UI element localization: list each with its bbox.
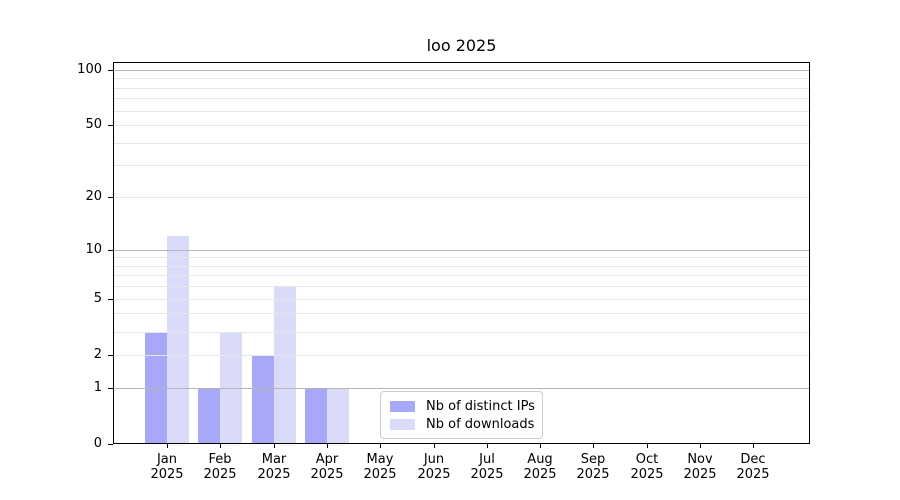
x-tick-year: 2025 <box>683 467 717 482</box>
y-tick-mark <box>108 125 113 126</box>
x-tick-mark <box>274 444 275 448</box>
y-tick-label: 2 <box>93 347 102 362</box>
x-tick-month: Aug <box>527 452 553 467</box>
minor-gridline <box>114 165 809 166</box>
x-tick-year: 2025 <box>630 467 664 482</box>
x-tick-mark <box>647 444 648 448</box>
x-tick-mark <box>753 444 754 448</box>
x-tick-month: Nov <box>687 452 713 467</box>
chart-title: loo 2025 <box>426 36 497 55</box>
x-tick-mark <box>487 444 488 448</box>
y-tick-label: 50 <box>85 117 102 132</box>
legend-label-downloads: Nb of downloads <box>426 416 535 432</box>
bar-downloads-mar <box>274 286 296 444</box>
bar-distinct-ips-apr <box>305 388 327 444</box>
x-tick-year: 2025 <box>203 467 237 482</box>
x-tick-year: 2025 <box>736 467 770 482</box>
x-tick-mark <box>700 444 701 448</box>
x-tick-month: Jun <box>423 452 445 467</box>
minor-gridline <box>114 355 809 356</box>
x-tick-label-oct: Oct 2025 <box>615 452 679 482</box>
bar-distinct-ips-mar <box>252 355 274 444</box>
bar-downloads-jan <box>167 236 189 444</box>
x-tick-month: Feb <box>208 452 232 467</box>
x-tick-mark <box>220 444 221 448</box>
x-tick-label-jun: Jun 2025 <box>402 452 466 482</box>
x-tick-year: 2025 <box>150 467 184 482</box>
x-tick-month: Jan <box>156 452 178 467</box>
x-tick-month: May <box>366 452 394 467</box>
minor-gridline <box>114 286 809 287</box>
minor-gridline <box>114 266 809 267</box>
x-tick-mark <box>434 444 435 448</box>
x-tick-month: Mar <box>261 452 287 467</box>
major-gridline <box>114 388 809 389</box>
x-tick-year: 2025 <box>417 467 451 482</box>
y-tick-mark <box>108 388 113 389</box>
minor-gridline <box>114 275 809 276</box>
minor-gridline <box>114 143 809 144</box>
x-tick-label-aug: Aug 2025 <box>508 452 572 482</box>
y-tick-label: 10 <box>85 242 102 257</box>
y-tick-label: 5 <box>93 291 102 306</box>
x-tick-month: Oct <box>635 452 659 467</box>
x-tick-month: Dec <box>740 452 766 467</box>
minor-gridline <box>114 125 809 126</box>
y-tick-label: 100 <box>77 62 102 77</box>
y-tick-label: 20 <box>85 189 102 204</box>
y-tick-mark <box>108 70 113 71</box>
x-tick-mark <box>540 444 541 448</box>
legend-swatch-downloads <box>390 418 415 430</box>
y-tick-label: 1 <box>93 380 102 395</box>
x-tick-year: 2025 <box>363 467 397 482</box>
x-tick-month: Apr <box>315 452 339 467</box>
bar-distinct-ips-feb <box>198 388 220 444</box>
y-tick-mark <box>108 250 113 251</box>
minor-gridline <box>114 332 809 333</box>
x-tick-year: 2025 <box>470 467 504 482</box>
legend-swatch-distinct-ips <box>390 400 415 412</box>
minor-gridline <box>114 98 809 99</box>
x-tick-label-dec: Dec 2025 <box>721 452 785 482</box>
x-tick-year: 2025 <box>523 467 557 482</box>
y-tick-label: 0 <box>93 436 102 451</box>
minor-gridline <box>114 88 809 89</box>
x-tick-label-jul: Jul 2025 <box>455 452 519 482</box>
x-tick-label-nov: Nov 2025 <box>668 452 732 482</box>
legend-item-downloads: Nb of downloads <box>390 415 535 433</box>
x-tick-mark <box>380 444 381 448</box>
y-tick-mark <box>108 197 113 198</box>
legend-label-distinct-ips: Nb of distinct IPs <box>426 398 535 414</box>
y-tick-mark <box>108 299 113 300</box>
x-tick-year: 2025 <box>576 467 610 482</box>
bar-downloads-apr <box>327 388 349 444</box>
x-tick-label-mar: Mar 2025 <box>242 452 306 482</box>
minor-gridline <box>114 257 809 258</box>
minor-gridline <box>114 197 809 198</box>
minor-gridline <box>114 313 809 314</box>
x-tick-label-jan: Jan 2025 <box>135 452 199 482</box>
x-tick-year: 2025 <box>310 467 344 482</box>
x-tick-label-feb: Feb 2025 <box>188 452 252 482</box>
x-tick-month: Jul <box>479 452 495 467</box>
x-tick-label-apr: Apr 2025 <box>295 452 359 482</box>
x-tick-mark <box>327 444 328 448</box>
plot-frame <box>113 62 810 444</box>
minor-gridline <box>114 299 809 300</box>
x-tick-mark <box>593 444 594 448</box>
x-tick-label-sep: Sep 2025 <box>561 452 625 482</box>
y-tick-mark <box>108 444 113 445</box>
legend-item-distinct-ips: Nb of distinct IPs <box>390 397 535 415</box>
x-tick-mark <box>167 444 168 448</box>
x-tick-label-may: May 2025 <box>348 452 412 482</box>
major-gridline <box>114 70 809 71</box>
y-tick-mark <box>108 355 113 356</box>
minor-gridline <box>114 111 809 112</box>
major-gridline <box>114 250 809 251</box>
x-tick-month: Sep <box>580 452 606 467</box>
x-tick-year: 2025 <box>257 467 291 482</box>
legend: Nb of distinct IPs Nb of downloads <box>380 391 543 439</box>
minor-gridline <box>114 78 809 79</box>
